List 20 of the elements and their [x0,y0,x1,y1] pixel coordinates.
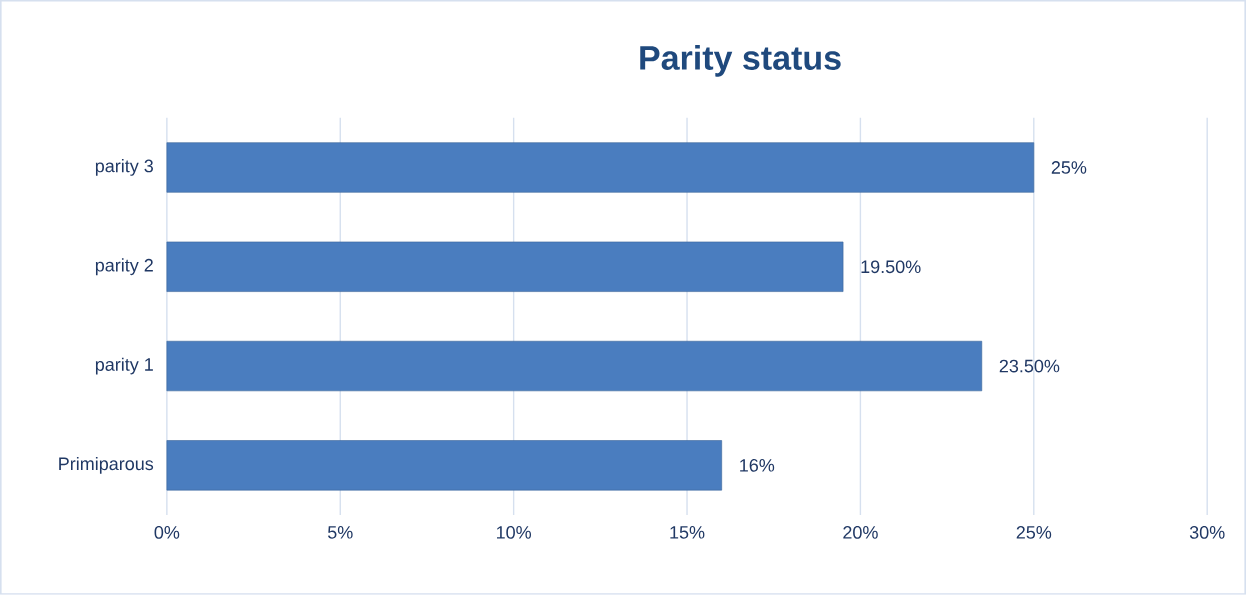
x-tick-label: 10% [497,526,532,539]
y-tick-label: parity 2 [95,258,153,276]
x-tick-label: 25% [1016,526,1052,539]
data-label: 19.50% [861,260,921,274]
x-tick-label: 5% [327,526,353,539]
y-tick-label: parity 3 [95,159,153,176]
data-label: 25% [1051,161,1087,174]
y-tick-label: parity 1 [95,357,153,375]
bar [166,440,722,491]
y-tick-label: Primiparous [59,457,154,474]
data-label: 23.50% [999,359,1060,373]
bar [166,142,1035,193]
data-label: 16% [740,459,775,472]
chart-title: Parity status [640,45,841,77]
x-tick-label: 20% [843,526,878,539]
bar [166,341,983,392]
x-tick-label: 0% [154,526,180,539]
x-tick-label: 15% [670,526,705,539]
bar [166,241,844,292]
x-tick-label: 30% [1189,526,1225,539]
